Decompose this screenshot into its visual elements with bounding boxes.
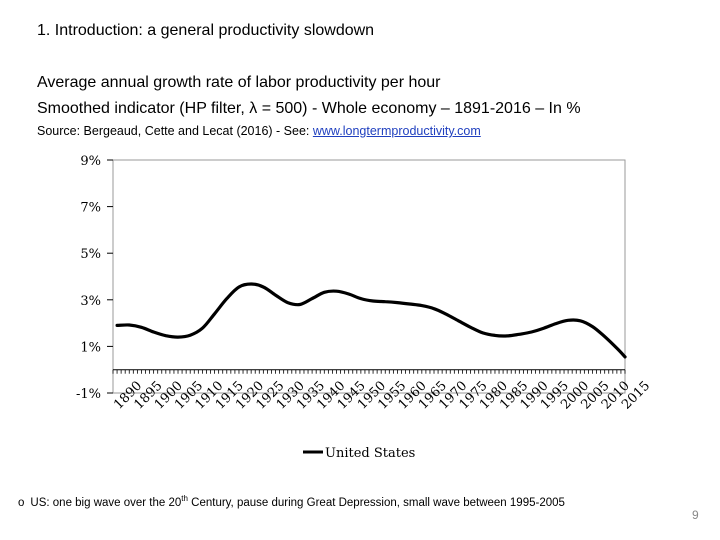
source-prefix: Source: Bergeaud, Cette and Lecat (2016)… (37, 124, 313, 138)
y-tick-label: 7% (80, 201, 101, 216)
page-number: 9 (692, 508, 699, 522)
y-tick-label: 9% (80, 154, 101, 169)
bullet-superscript: th (181, 494, 188, 503)
y-tick-label: 3% (80, 294, 101, 309)
bullet-marker: o (18, 496, 25, 509)
bullet-note: o US: one big wave over the 20th Century,… (18, 494, 565, 509)
series-line (115, 282, 627, 359)
y-tick-label: 5% (80, 247, 101, 262)
bullet-text-part1: US: one big wave over the 20 (30, 496, 182, 509)
y-tick-label: -1% (76, 387, 101, 402)
bullet-text-part2: Century, pause during Great Depression, … (187, 496, 565, 509)
chart-subtitle-line2: Smoothed indicator (HP filter, λ = 500) … (37, 100, 581, 117)
slide-title: 1. Introduction: a general productivity … (37, 22, 375, 39)
source-note: Source: Bergeaud, Cette and Lecat (2016)… (37, 124, 481, 138)
plot-frame (112, 159, 626, 394)
legend-label: United States (325, 446, 415, 461)
chart-subtitle-line1: Average annual growth rate of labor prod… (37, 74, 441, 91)
y-tick-label: 1% (80, 340, 101, 355)
source-link[interactable]: www.longtermproductivity.com (312, 124, 481, 138)
